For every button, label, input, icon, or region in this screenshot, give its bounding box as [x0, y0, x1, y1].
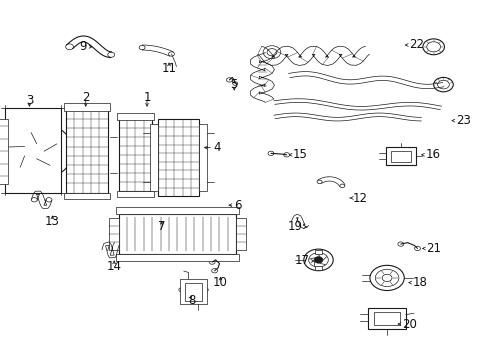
Text: 7: 7 — [158, 220, 166, 233]
Bar — [119, 214, 236, 254]
Text: 19: 19 — [288, 220, 303, 233]
Bar — [391, 151, 411, 162]
Text: 2: 2 — [82, 91, 90, 104]
Bar — [199, 124, 207, 191]
Bar — [368, 308, 406, 329]
Text: 23: 23 — [456, 114, 470, 127]
Text: 3: 3 — [25, 94, 33, 107]
Bar — [117, 113, 154, 120]
Bar — [64, 193, 110, 199]
Text: 8: 8 — [189, 294, 196, 307]
Bar — [119, 119, 152, 191]
Bar — [236, 218, 246, 250]
Bar — [386, 147, 416, 165]
Text: 15: 15 — [293, 148, 308, 161]
Text: 6: 6 — [234, 199, 242, 212]
Text: 1: 1 — [143, 91, 151, 104]
Bar — [66, 110, 108, 193]
Bar — [315, 266, 322, 270]
Text: 22: 22 — [409, 39, 424, 51]
Text: 17: 17 — [294, 255, 310, 267]
Bar — [117, 191, 154, 197]
Bar — [150, 124, 158, 191]
Text: 16: 16 — [425, 148, 441, 161]
Text: 5: 5 — [230, 78, 238, 91]
Text: 11: 11 — [162, 62, 176, 75]
Text: 10: 10 — [213, 276, 228, 289]
Text: 12: 12 — [353, 192, 368, 204]
Text: 14: 14 — [107, 260, 122, 273]
Bar — [64, 103, 110, 111]
Text: 13: 13 — [45, 215, 60, 228]
Circle shape — [28, 148, 38, 155]
Bar — [180, 279, 207, 304]
Text: 4: 4 — [213, 141, 220, 154]
Bar — [109, 218, 119, 250]
Text: 21: 21 — [426, 242, 441, 255]
Bar — [315, 250, 322, 254]
Bar — [116, 207, 239, 214]
Text: 18: 18 — [413, 276, 427, 289]
Bar — [374, 312, 400, 325]
Bar — [158, 119, 199, 196]
Bar — [5, 108, 61, 193]
Text: 9: 9 — [80, 40, 87, 53]
Bar — [185, 283, 202, 301]
Bar — [0, 119, 8, 184]
Text: 20: 20 — [402, 318, 416, 330]
Bar — [116, 254, 239, 261]
Circle shape — [314, 257, 323, 263]
